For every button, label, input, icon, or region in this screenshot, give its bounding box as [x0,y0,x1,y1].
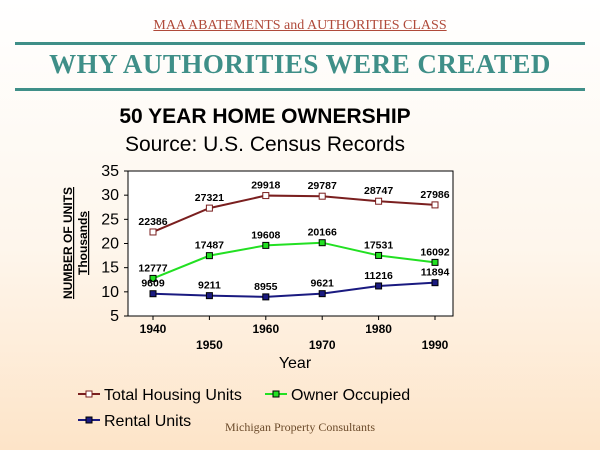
data-label: 16092 [420,246,449,258]
series-line [152,194,436,233]
legend-swatch-marker [85,390,93,398]
y-tick-label: 10 [101,284,119,301]
data-point [262,293,270,301]
legend-swatch-marker [272,390,280,398]
data-label: 19608 [251,229,280,241]
y-axis-unit-label: Thousands [76,211,90,275]
data-label: 27986 [420,189,449,201]
data-point [431,279,439,287]
x-tick-label: 1980 [365,322,392,336]
x-tick-label: 1940 [140,322,167,336]
data-label: 27321 [195,192,224,204]
data-label: 11216 [364,270,393,282]
data-point [431,201,439,209]
series-line [152,241,436,280]
data-label: 17487 [195,240,224,252]
legend-label: Total Housing Units [104,387,242,404]
y-tick-label: 30 [101,187,119,204]
data-point [149,274,157,282]
y-tick-label: 25 [101,211,119,228]
legend-label: Owner Occupied [291,387,410,404]
chart-subtitle: Source: U.S. Census Records [125,133,405,156]
x-tick-label: 1950 [196,338,223,352]
data-label: 11894 [421,267,450,279]
y-axis-label: NUMBER OF UNITS [61,187,75,299]
slide-title: WHY AUTHORITIES WERE CREATED [49,49,551,79]
footer-credit: Michigan Property Consultants [225,420,375,434]
data-label: 22386 [138,216,167,228]
data-label: 9621 [311,278,335,290]
data-point [205,292,213,300]
data-point [262,192,270,200]
data-point [149,228,157,236]
bottom-divider [15,88,585,91]
y-tick-label: 35 [101,163,119,180]
chart-title: 50 YEAR HOME OWNERSHIP [119,105,410,128]
x-tick-label: 1990 [422,338,449,352]
x-axis-label: Year [279,355,312,372]
data-point [375,197,383,205]
x-tick-label: 1960 [252,322,279,336]
data-label: 8955 [254,281,278,293]
data-label: 17531 [364,239,393,251]
legend-swatch-marker [85,416,93,424]
data-point [262,241,270,249]
data-point [318,290,326,298]
data-label: 12777 [138,262,167,274]
data-point [375,282,383,290]
y-tick-label: 15 [101,260,119,277]
y-tick-label: 5 [110,308,119,325]
data-point [375,251,383,259]
data-point [149,290,157,298]
data-point [431,258,439,266]
data-label: 20166 [308,227,337,239]
data-label: 29918 [251,180,280,192]
x-tick-label: 1970 [309,338,336,352]
series-line [152,281,436,298]
top-divider [15,42,585,45]
data-label: 9609 [141,278,165,290]
y-tick-label: 20 [101,236,119,253]
data-point [318,239,326,247]
data-point [318,192,326,200]
data-label: 28747 [364,185,393,197]
course-caption: MAA ABATEMENTS and AUTHORITIES CLASS [153,18,447,33]
data-label: 29787 [308,180,337,192]
legend-label: Rental Units [104,413,191,430]
data-point [205,252,213,260]
data-label: 9211 [198,280,221,292]
data-point [205,204,213,212]
